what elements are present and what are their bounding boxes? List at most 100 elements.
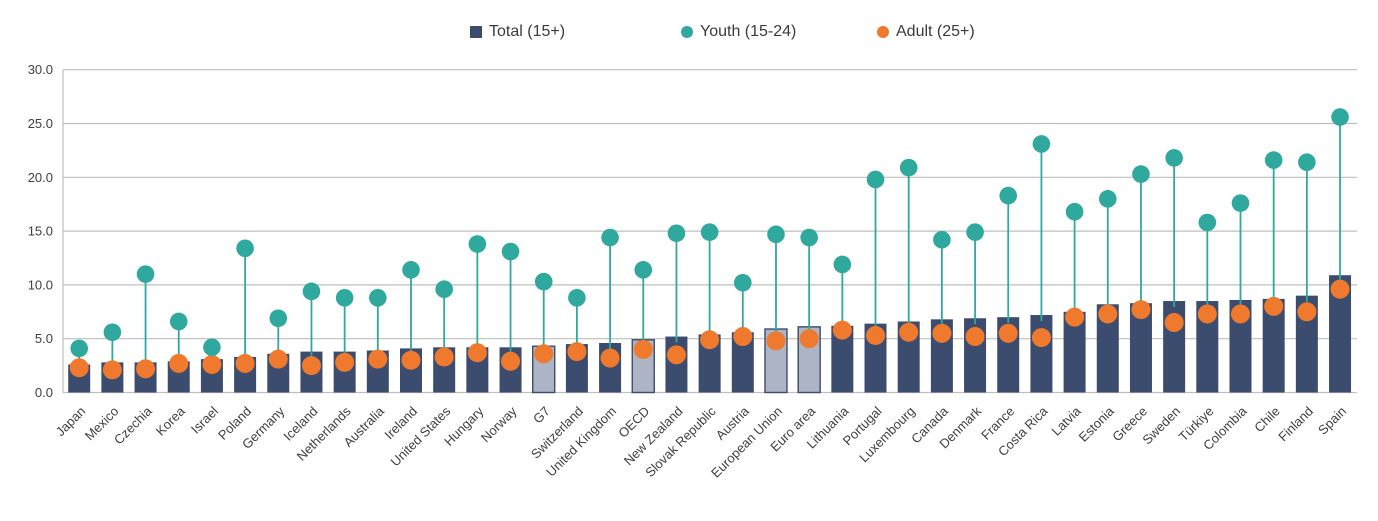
- youth-dot-g7: [534, 272, 553, 291]
- y-tick-label: 15.0: [28, 224, 53, 239]
- adult-dot-switzerland: [567, 342, 587, 362]
- x-axis-label-spain: Spain: [1315, 404, 1349, 438]
- adult-dot-netherlands: [335, 352, 355, 372]
- adult-dot-united-states: [434, 347, 454, 367]
- youth-dot-colombia: [1231, 194, 1250, 212]
- total-bar-colombia: [1229, 299, 1252, 393]
- x-axis-label-czechia: Czechia: [111, 403, 155, 447]
- youth-dot-israel: [203, 338, 221, 357]
- youth-dot-denmark: [966, 223, 984, 241]
- adult-dot-luxembourg: [899, 322, 919, 342]
- youth-dot-austria: [734, 273, 752, 292]
- adult-dot-spain: [1330, 279, 1350, 299]
- total-bar-latvia: [1063, 311, 1086, 393]
- adult-dot-israel: [202, 355, 222, 375]
- adult-dot-estonia: [1098, 304, 1118, 324]
- adult-dot-european-union: [766, 331, 786, 351]
- adult-dot-t-rkiye: [1197, 304, 1217, 324]
- legend-item-total: Total (15+): [470, 19, 565, 45]
- x-axis-label-norway: Norway: [478, 403, 520, 445]
- adult-dot-euro-area: [799, 329, 819, 349]
- adult-dot-australia: [368, 349, 388, 369]
- y-tick-label: 0.0: [35, 385, 53, 400]
- youth-dot-euro-area: [800, 228, 818, 247]
- youth-dot-hungary: [468, 235, 487, 253]
- y-tick-label: 25.0: [28, 116, 53, 131]
- youth-dot-poland: [236, 239, 254, 258]
- youth-dot-australia: [369, 289, 387, 307]
- total-bar-costa-rica: [1030, 315, 1053, 393]
- youth-dot-luxembourg: [899, 158, 918, 177]
- adult-dot-colombia: [1231, 304, 1250, 324]
- total-bar-new-zealand: [665, 336, 688, 393]
- y-tick-label: 10.0: [28, 277, 53, 292]
- adult-dot-france: [998, 323, 1018, 343]
- total-bar-greece: [1129, 303, 1152, 393]
- adult-dot-korea: [169, 353, 189, 373]
- youth-dot-finland: [1298, 153, 1316, 172]
- adult-dot-iceland: [301, 356, 321, 376]
- youth-dot-iceland: [302, 282, 321, 301]
- legend-item-adult: Adult (25+): [877, 19, 975, 45]
- youth-dot-greece: [1132, 165, 1150, 183]
- youth-dot-germany: [269, 309, 288, 328]
- adult-dot-norway: [501, 351, 521, 371]
- youth-dot-netherlands: [335, 289, 354, 307]
- youth-dot-ireland: [402, 261, 420, 279]
- adult-dot-lithuania: [832, 320, 852, 340]
- youth-dot-t-rkiye: [1198, 213, 1217, 232]
- legend-item-youth: Youth (15-24): [681, 19, 796, 45]
- adult-dot-g7: [534, 344, 554, 364]
- y-tick-label: 20.0: [28, 170, 53, 185]
- legend-label-youth: Youth (15-24): [700, 23, 797, 40]
- total-bar-finland: [1295, 295, 1318, 393]
- adult-dot-finland: [1297, 302, 1317, 322]
- adult-dot-canada: [932, 323, 952, 343]
- adult-dot-austria: [733, 327, 753, 347]
- legend-label-total: Total (15+): [489, 23, 566, 40]
- adult-dot-poland: [235, 353, 255, 373]
- y-tick-label: 30.0: [28, 62, 53, 77]
- total-bar-t-rkiye: [1196, 301, 1219, 393]
- total-bar-estonia: [1096, 304, 1119, 393]
- youth-dot-lithuania: [833, 255, 852, 274]
- adult-dot-czechia: [136, 359, 156, 379]
- youth-dot-chile: [1264, 151, 1283, 169]
- adult-dot-slovak-republic: [700, 330, 720, 350]
- youth-dot-france: [999, 186, 1018, 205]
- adult-dot-portugal: [866, 325, 886, 345]
- x-axis-label-korea: Korea: [153, 403, 189, 439]
- adult-dot-ireland: [401, 350, 421, 370]
- adult-dot-icon: [877, 26, 889, 38]
- youth-dot-spain: [1331, 108, 1349, 126]
- total-square-icon: [470, 26, 482, 38]
- youth-dot-latvia: [1065, 202, 1084, 221]
- youth-dot-switzerland: [568, 289, 586, 307]
- youth-dot-icon: [681, 26, 693, 38]
- adult-dot-united-kingdom: [600, 348, 620, 368]
- youth-dot-new-zealand: [667, 224, 686, 243]
- adult-dot-oecd: [633, 339, 653, 359]
- youth-dot-norway: [501, 242, 520, 261]
- total-bar-lithuania: [831, 325, 854, 393]
- youth-dot-costa-rica: [1032, 135, 1051, 153]
- adult-dot-germany: [268, 349, 288, 369]
- adult-dot-costa-rica: [1031, 328, 1051, 348]
- youth-dot-portugal: [866, 170, 885, 189]
- adult-dot-greece: [1131, 300, 1151, 320]
- x-axis-label-estonia: Estonia: [1076, 403, 1118, 445]
- adult-dot-mexico: [102, 360, 122, 380]
- youth-dot-japan: [70, 339, 88, 358]
- adult-dot-japan: [69, 358, 89, 378]
- youth-dot-estonia: [1098, 190, 1117, 208]
- adult-dot-hungary: [467, 343, 487, 363]
- legend-label-adult: Adult (25+): [896, 23, 975, 40]
- adult-dot-denmark: [965, 327, 985, 347]
- youth-dot-mexico: [103, 323, 122, 342]
- adult-dot-new-zealand: [666, 345, 686, 365]
- youth-dot-oecd: [634, 261, 653, 279]
- adult-dot-latvia: [1065, 307, 1085, 327]
- youth-dot-korea: [169, 312, 188, 331]
